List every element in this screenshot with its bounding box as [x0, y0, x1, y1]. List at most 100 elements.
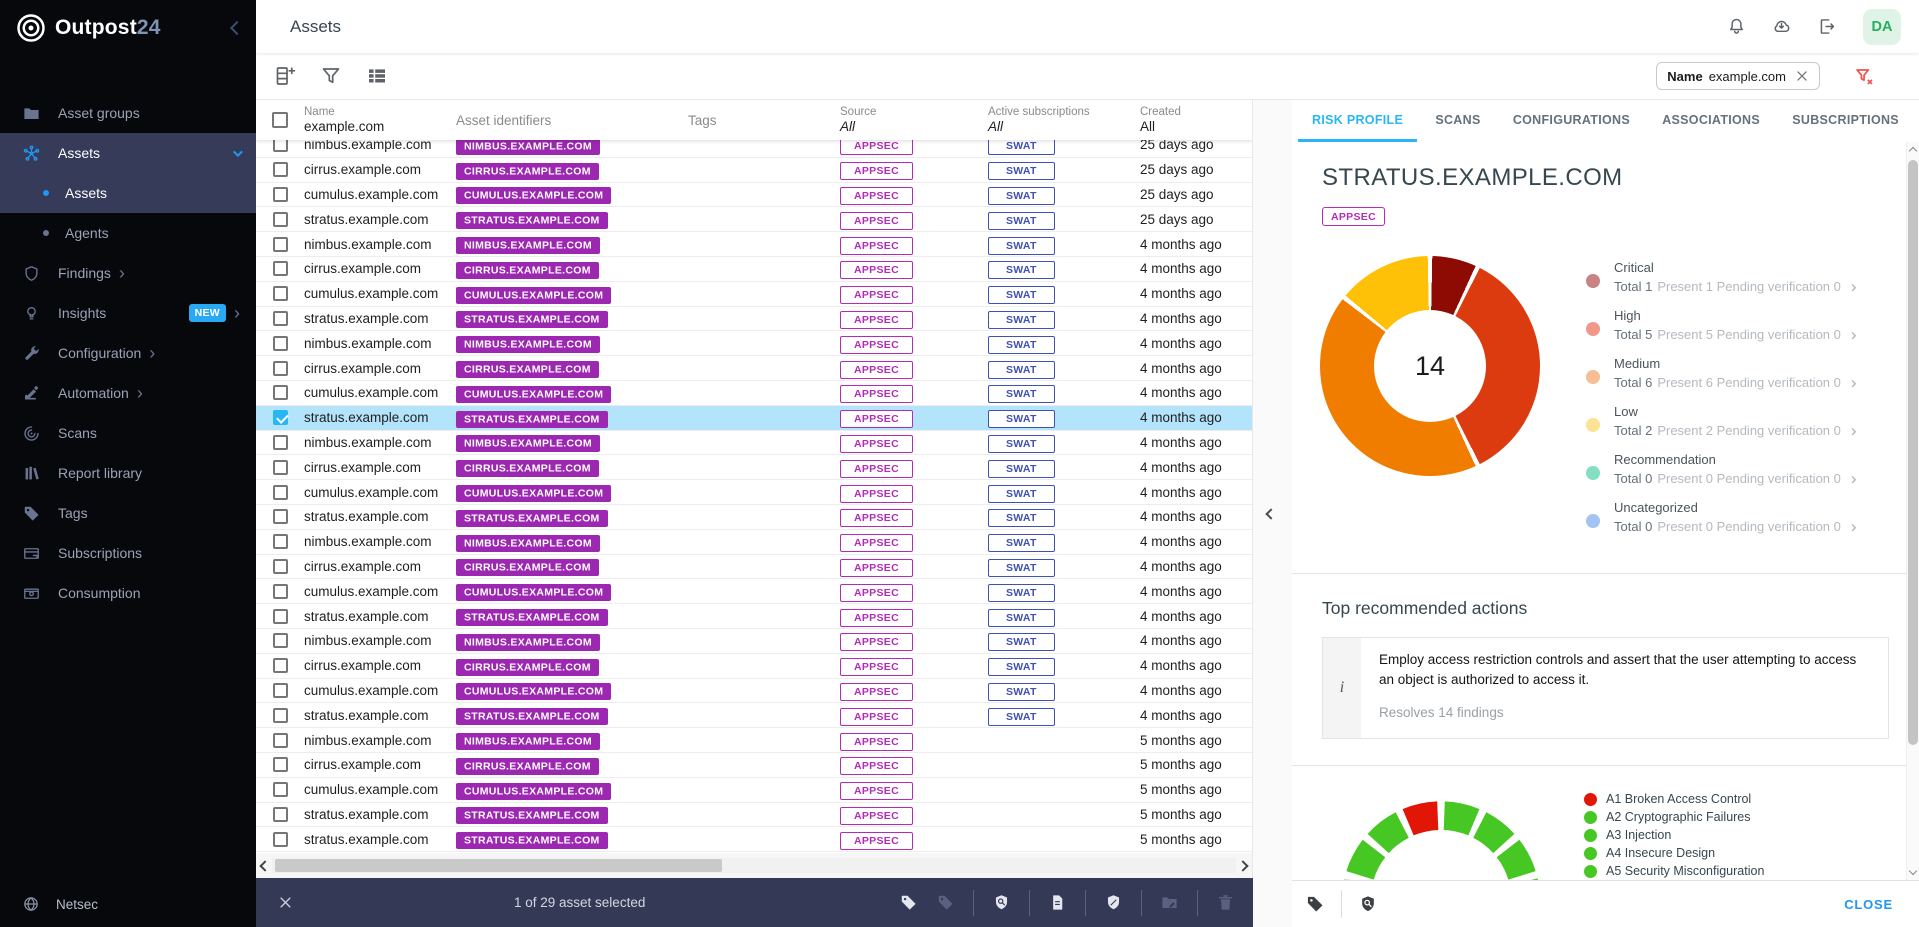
row-checkbox[interactable]: [272, 633, 288, 649]
table-row[interactable]: cirrus.example.com CIRRUS.EXAMPLE.COM AP…: [256, 555, 1252, 580]
table-row[interactable]: cirrus.example.com CIRRUS.EXAMPLE.COM AP…: [256, 158, 1252, 183]
row-checkbox[interactable]: [272, 261, 288, 277]
sidebar-collapse-icon[interactable]: [229, 20, 245, 36]
detail-tab[interactable]: ASSOCIATIONS: [1662, 112, 1761, 127]
table-row[interactable]: nimbus.example.com NIMBUS.EXAMPLE.COM AP…: [256, 331, 1252, 357]
column-header-created[interactable]: Created All: [1140, 106, 1181, 134]
sidebar-item-insights[interactable]: Insights NEW ›: [0, 293, 256, 333]
row-checkbox[interactable]: [272, 583, 288, 599]
row-checkbox[interactable]: [272, 360, 288, 376]
add-tag-icon[interactable]: [899, 893, 918, 912]
table-row[interactable]: cirrus.example.com CIRRUS.EXAMPLE.COM AP…: [256, 753, 1252, 778]
collapse-panel-icon[interactable]: [1265, 508, 1277, 520]
row-checkbox[interactable]: [272, 286, 288, 302]
table-row[interactable]: stratus.example.com STRATUS.EXAMPLE.COM …: [256, 207, 1252, 233]
sidebar-item-report-library[interactable]: Report library ›: [0, 453, 256, 493]
add-columns-button[interactable]: [273, 64, 297, 88]
detail-tab[interactable]: CONFIGURATIONS: [1512, 112, 1630, 127]
column-header-subscriptions[interactable]: Active subscriptions All: [988, 106, 1090, 134]
sidebar-item-assets[interactable]: Assets ›: [0, 133, 256, 173]
logout-icon[interactable]: [1816, 16, 1837, 37]
table-row[interactable]: cumulus.example.com CUMULUS.EXAMPLE.COM …: [256, 579, 1252, 605]
remove-filter-icon[interactable]: [1795, 69, 1809, 83]
risk-legend-item[interactable]: Low Total 2 Present 2 Pending verificati…: [1586, 404, 1909, 439]
sidebar-item-asset-groups[interactable]: Asset groups ›: [0, 93, 256, 133]
row-checkbox[interactable]: [272, 211, 288, 227]
chevron-right-icon[interactable]: ›: [1850, 277, 1857, 296]
scan-asset-icon[interactable]: [992, 893, 1011, 912]
row-checkbox[interactable]: [272, 385, 288, 401]
risk-legend-item[interactable]: Uncategorized Total 0 Present 0 Pending …: [1586, 500, 1909, 535]
table-row[interactable]: stratus.example.com STRATUS.EXAMPLE.COM …: [256, 827, 1252, 853]
row-checkbox[interactable]: [272, 484, 288, 500]
hscroll-thumb[interactable]: [275, 859, 722, 872]
row-checkbox[interactable]: [272, 509, 288, 525]
table-row[interactable]: cumulus.example.com CUMULUS.EXAMPLE.COM …: [256, 778, 1252, 803]
vscroll-thumb[interactable]: [1908, 160, 1918, 745]
avatar[interactable]: DA: [1863, 8, 1901, 45]
row-checkbox[interactable]: [272, 658, 288, 674]
remove-tag-icon[interactable]: [936, 893, 955, 912]
table-row[interactable]: cirrus.example.com CIRRUS.EXAMPLE.COM AP…: [256, 356, 1252, 381]
sidebar-item-findings[interactable]: Findings ›: [0, 253, 256, 293]
row-checkbox[interactable]: [272, 757, 288, 773]
filter-button[interactable]: [319, 64, 343, 88]
chevron-right-icon[interactable]: ›: [1850, 421, 1857, 440]
table-row[interactable]: cirrus.example.com CIRRUS.EXAMPLE.COM AP…: [256, 455, 1252, 481]
table-row[interactable]: cumulus.example.com CUMULUS.EXAMPLE.COM …: [256, 480, 1252, 505]
table-row[interactable]: nimbus.example.com NIMBUS.EXAMPLE.COM AP…: [256, 629, 1252, 654]
table-row[interactable]: stratus.example.com STRATUS.EXAMPLE.COM …: [256, 604, 1252, 629]
scroll-left-icon[interactable]: [259, 859, 271, 872]
sidebar-item-assets-sub[interactable]: Assets ›: [0, 173, 256, 213]
table-row[interactable]: cumulus.example.com CUMULUS.EXAMPLE.COM …: [256, 282, 1252, 307]
active-filter-chip[interactable]: Name example.com: [1656, 62, 1820, 90]
row-checkbox[interactable]: [272, 558, 288, 574]
table-row[interactable]: stratus.example.com STRATUS.EXAMPLE.COM …: [256, 505, 1252, 530]
detail-tab[interactable]: SCANS: [1435, 112, 1481, 127]
row-checkbox[interactable]: [272, 335, 288, 351]
row-checkbox[interactable]: [272, 434, 288, 450]
sidebar-item-consumption[interactable]: Consumption ›: [0, 573, 256, 613]
table-row[interactable]: cirrus.example.com CIRRUS.EXAMPLE.COM AP…: [256, 257, 1252, 282]
risk-legend-item[interactable]: Critical Total 1 Present 1 Pending verif…: [1586, 260, 1909, 295]
edit-group-icon[interactable]: [1160, 893, 1179, 912]
risk-legend-item[interactable]: Medium Total 6 Present 6 Pending verific…: [1586, 356, 1909, 391]
view-list-button[interactable]: [365, 64, 389, 88]
hscroll-track[interactable]: [272, 858, 1236, 873]
row-checkbox[interactable]: [272, 410, 288, 426]
row-checkbox[interactable]: [272, 806, 288, 822]
sidebar-item-configuration[interactable]: Configuration ›: [0, 333, 256, 373]
column-header-source[interactable]: Source All: [840, 106, 877, 134]
scan-asset-icon[interactable]: [1358, 894, 1378, 914]
clear-selection-icon[interactable]: [278, 895, 293, 910]
detail-tab[interactable]: RISK PROFILE: [1298, 100, 1418, 142]
table-row[interactable]: nimbus.example.com NIMBUS.EXAMPLE.COM AP…: [256, 133, 1252, 158]
tag-asset-icon[interactable]: [1305, 894, 1325, 914]
table-row[interactable]: stratus.example.com STRATUS.EXAMPLE.COM …: [256, 405, 1252, 431]
scroll-down-icon[interactable]: [1908, 866, 1918, 876]
chevron-right-icon[interactable]: ›: [1850, 517, 1857, 536]
row-checkbox[interactable]: [272, 732, 288, 748]
row-checkbox[interactable]: [272, 682, 288, 698]
column-header-name[interactable]: Name example.com: [304, 106, 385, 134]
risk-legend-item[interactable]: Recommendation Total 0 Present 0 Pending…: [1586, 452, 1909, 487]
chevron-right-icon[interactable]: ›: [1850, 325, 1857, 344]
row-checkbox[interactable]: [272, 236, 288, 252]
risk-legend-item[interactable]: High Total 5 Present 5 Pending verificat…: [1586, 308, 1909, 343]
sidebar-item-agents[interactable]: Agents ›: [0, 213, 256, 253]
table-row[interactable]: nimbus.example.com NIMBUS.EXAMPLE.COM AP…: [256, 431, 1252, 456]
sidebar-footer-netsec[interactable]: Netsec: [0, 895, 98, 913]
row-checkbox[interactable]: [272, 831, 288, 847]
sidebar-item-scans[interactable]: Scans ›: [0, 413, 256, 453]
table-row[interactable]: cumulus.example.com CUMULUS.EXAMPLE.COM …: [256, 679, 1252, 704]
table-row[interactable]: nimbus.example.com NIMBUS.EXAMPLE.COM AP…: [256, 232, 1252, 257]
select-all-checkbox[interactable]: [272, 112, 288, 128]
table-row[interactable]: cumulus.example.com CUMULUS.EXAMPLE.COM …: [256, 183, 1252, 208]
row-checkbox[interactable]: [272, 782, 288, 798]
scroll-right-icon[interactable]: [1237, 859, 1249, 872]
row-checkbox[interactable]: [272, 186, 288, 202]
table-row[interactable]: cirrus.example.com CIRRUS.EXAMPLE.COM AP…: [256, 654, 1252, 679]
detail-tab[interactable]: SUBSCRIPTIONS: [1792, 112, 1899, 127]
row-checkbox[interactable]: [272, 310, 288, 326]
row-checkbox[interactable]: [272, 534, 288, 550]
